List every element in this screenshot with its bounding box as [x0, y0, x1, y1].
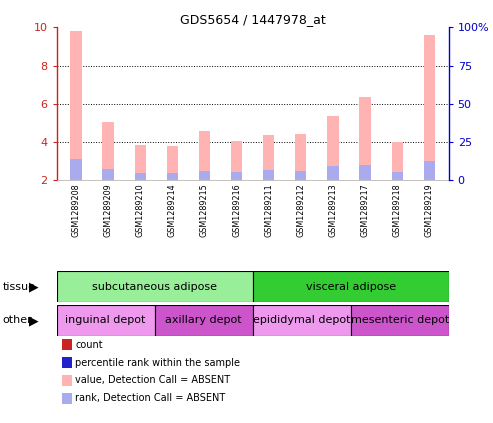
- Text: GSM1289218: GSM1289218: [393, 184, 402, 237]
- Bar: [423, 161, 435, 180]
- Bar: [231, 172, 242, 180]
- Bar: [263, 170, 274, 180]
- Bar: [167, 173, 178, 180]
- Bar: [135, 145, 146, 180]
- Text: GSM1289208: GSM1289208: [71, 184, 80, 237]
- Text: value, Detection Call = ABSENT: value, Detection Call = ABSENT: [75, 375, 231, 385]
- Text: visceral adipose: visceral adipose: [306, 282, 396, 291]
- Bar: [103, 169, 114, 180]
- Bar: [295, 134, 307, 180]
- Bar: [423, 35, 435, 180]
- Bar: [167, 146, 178, 180]
- Bar: [103, 122, 114, 180]
- Text: axillary depot: axillary depot: [165, 316, 242, 325]
- Text: rank, Detection Call = ABSENT: rank, Detection Call = ABSENT: [75, 393, 226, 403]
- Bar: [231, 141, 242, 180]
- Text: GSM1289209: GSM1289209: [104, 184, 112, 237]
- Bar: [252, 271, 449, 302]
- Bar: [252, 305, 351, 336]
- Bar: [57, 305, 155, 336]
- Bar: [327, 116, 339, 180]
- Title: GDS5654 / 1447978_at: GDS5654 / 1447978_at: [180, 14, 325, 26]
- Bar: [359, 97, 371, 180]
- Text: GSM1289217: GSM1289217: [360, 184, 370, 237]
- Text: percentile rank within the sample: percentile rank within the sample: [75, 357, 241, 368]
- Text: mesenteric depot: mesenteric depot: [351, 316, 449, 325]
- Bar: [70, 31, 82, 180]
- Bar: [155, 305, 252, 336]
- Text: GSM1289210: GSM1289210: [136, 184, 145, 237]
- Text: GSM1289216: GSM1289216: [232, 184, 241, 237]
- Text: GSM1289211: GSM1289211: [264, 184, 273, 237]
- Text: inguinal depot: inguinal depot: [66, 316, 146, 325]
- Text: GSM1289212: GSM1289212: [296, 184, 305, 237]
- Text: tissue: tissue: [2, 282, 35, 291]
- Text: count: count: [75, 340, 103, 350]
- Bar: [295, 171, 307, 180]
- Bar: [391, 142, 403, 180]
- Text: GSM1289219: GSM1289219: [425, 184, 434, 237]
- Bar: [57, 271, 252, 302]
- Text: ▶: ▶: [29, 314, 38, 327]
- Bar: [199, 171, 210, 180]
- Bar: [135, 173, 146, 180]
- Text: ▶: ▶: [29, 280, 38, 293]
- Text: GSM1289213: GSM1289213: [328, 184, 338, 237]
- Bar: [359, 165, 371, 180]
- Text: GSM1289214: GSM1289214: [168, 184, 177, 237]
- Bar: [199, 131, 210, 180]
- Text: epididymal depot: epididymal depot: [253, 316, 351, 325]
- Bar: [351, 305, 449, 336]
- Text: subcutaneous adipose: subcutaneous adipose: [92, 282, 217, 291]
- Bar: [70, 159, 82, 180]
- Bar: [327, 167, 339, 180]
- Text: other: other: [2, 316, 32, 325]
- Text: GSM1289215: GSM1289215: [200, 184, 209, 237]
- Bar: [391, 172, 403, 180]
- Bar: [263, 135, 274, 180]
